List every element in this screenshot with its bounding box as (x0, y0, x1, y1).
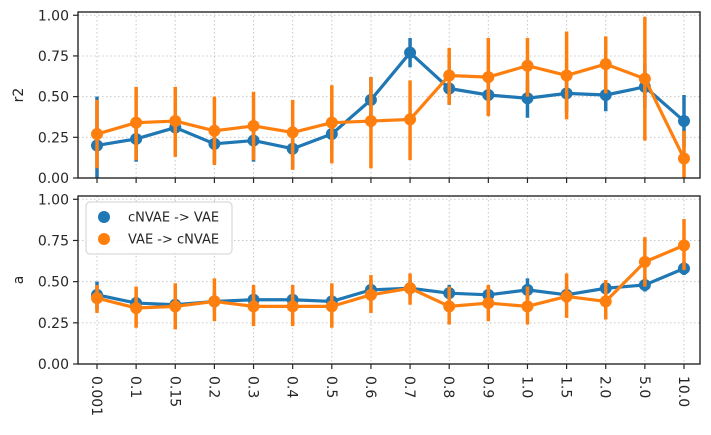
x-tick-label: 0.7 (401, 376, 417, 398)
panel-r2: 0.00 0.25 0.50 0.75 1.00 r2 (11, 8, 701, 187)
plot-frame (77, 11, 701, 179)
data-point (443, 300, 456, 313)
data-point (130, 116, 143, 129)
data-point (404, 46, 417, 59)
y-tick-label: 0.75 (38, 49, 69, 65)
x-tick-label: 0.5 (323, 376, 339, 398)
x-tick-label: 0.8 (440, 376, 456, 398)
data-point (443, 69, 456, 82)
data-point (521, 92, 534, 105)
y-tick-label: 0.00 (38, 357, 69, 373)
data-point (482, 71, 495, 84)
data-point (678, 152, 690, 165)
x-tick-label: 0.4 (284, 376, 300, 398)
data-point (130, 302, 143, 314)
x-tick-label: 5.0 (636, 376, 652, 398)
y-tick-label: 0.75 (38, 233, 69, 249)
data-point (325, 116, 338, 129)
x-tick-label: 0.1 (127, 376, 143, 398)
series-line (96, 62, 686, 160)
data-point (638, 72, 651, 85)
x-tick-label: 0.15 (166, 376, 182, 407)
legend-marker (98, 233, 110, 245)
y-tick-label: 1.00 (38, 192, 69, 208)
series-line (96, 243, 685, 310)
series-vae-to-cnvae (91, 16, 690, 178)
legend: cNVAE -> VAE VAE -> cNVAE (85, 201, 233, 255)
series-vae-to-cnvae (91, 219, 690, 330)
x-tick-label: 0.6 (362, 376, 378, 398)
y-axis-label: a (11, 276, 27, 285)
data-point (208, 295, 221, 308)
data-point (638, 255, 651, 268)
series-cnvae-to-vae (91, 38, 690, 178)
y-tick-label: 0.25 (38, 130, 69, 146)
data-point (247, 300, 260, 313)
data-point (560, 69, 573, 82)
data-point (599, 89, 612, 101)
x-tick-label: 0.001 (88, 376, 104, 416)
y-axis-label: r2 (11, 88, 27, 103)
data-point (208, 124, 221, 137)
data-point (599, 295, 612, 308)
x-tick-label: 0.2 (205, 376, 221, 398)
x-tick-label: 1.5 (558, 376, 574, 398)
x-tick-label: 0.3 (245, 376, 261, 398)
x-tick-label: 10.0 (675, 376, 691, 407)
x-tick-label: 2.0 (597, 376, 613, 398)
data-point (482, 297, 495, 310)
x-tick-label: 1.0 (518, 376, 534, 398)
data-point (404, 282, 417, 295)
data-point (247, 119, 260, 132)
y-tick-label: 1.00 (38, 8, 69, 24)
data-point (678, 239, 690, 252)
data-point (560, 290, 573, 303)
data-point (91, 128, 103, 141)
legend-box (85, 201, 233, 255)
data-point (286, 300, 299, 313)
data-point (325, 300, 338, 313)
plot-frame (77, 195, 701, 365)
data-point (364, 115, 377, 128)
data-point (364, 288, 377, 301)
x-tick-label: 0.9 (479, 376, 495, 398)
data-point (91, 292, 103, 305)
y-tick-label: 0.50 (38, 275, 69, 291)
data-point (404, 113, 417, 126)
panel-a: 0.00 0.25 0.50 0.75 1.00 a cNVAE -> VAE VAE -> … (11, 192, 701, 416)
data-point (599, 58, 612, 71)
data-point (521, 300, 534, 313)
y-tick-label: 0.00 (38, 171, 69, 187)
data-point (169, 300, 182, 313)
data-point (521, 59, 534, 72)
data-point (286, 126, 299, 139)
y-tick-label: 0.50 (38, 90, 69, 106)
y-tick-label: 0.25 (38, 316, 69, 332)
legend-label: cNVAE -> VAE (128, 211, 219, 226)
legend-label: VAE -> cNVAE (128, 233, 219, 248)
legend-marker (98, 211, 110, 223)
series-line (96, 51, 686, 151)
data-point (169, 115, 182, 128)
data-point (678, 115, 690, 128)
